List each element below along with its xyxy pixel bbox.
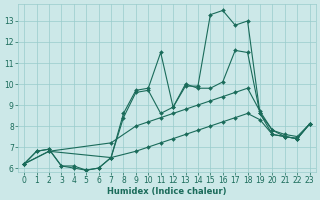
X-axis label: Humidex (Indice chaleur): Humidex (Indice chaleur) [107,187,227,196]
